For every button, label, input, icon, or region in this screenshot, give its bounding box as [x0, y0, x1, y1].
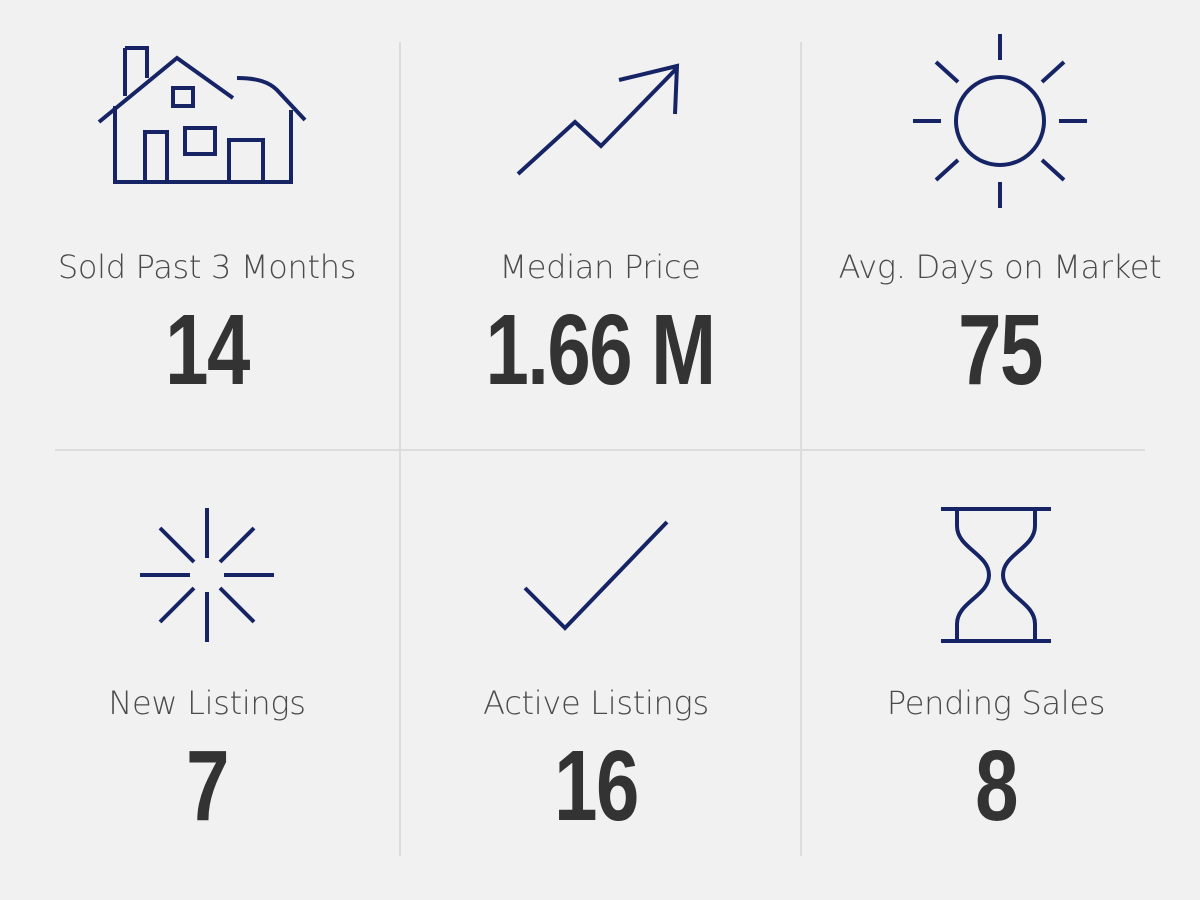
- sun-icon: [913, 34, 1087, 208]
- stat-card-pending-sales: Pending Sales 8: [796, 450, 1196, 900]
- stat-label: New Listings: [108, 684, 306, 722]
- hourglass-icon: [941, 507, 1051, 643]
- stat-value: 1.66 M: [485, 294, 716, 406]
- stat-value: 16: [554, 730, 639, 842]
- stat-label: Avg. Days on Market: [838, 248, 1162, 286]
- stat-label: Median Price: [499, 248, 701, 286]
- horizontal-divider: [55, 449, 1145, 451]
- stat-value: 8: [975, 730, 1018, 842]
- stat-card-days-on-market: Avg. Days on Market 75: [800, 0, 1200, 450]
- stat-card-median-price: Median Price 1.66 M: [400, 0, 800, 450]
- checkmark-icon: [523, 520, 669, 631]
- stat-card-new-listings: New Listings 7: [7, 450, 407, 900]
- stat-value: 75: [958, 294, 1043, 406]
- stat-card-sold: Sold Past 3 Months 14: [7, 0, 407, 450]
- stat-label: Sold Past 3 Months: [57, 248, 357, 286]
- stat-card-active-listings: Active Listings 16: [396, 450, 796, 900]
- sparkle-burst-icon: [140, 508, 274, 642]
- house-icon: [97, 46, 307, 184]
- stat-label: Pending Sales: [886, 684, 1106, 722]
- stat-value: 7: [186, 730, 229, 842]
- trend-up-arrow-icon: [516, 63, 680, 176]
- stat-label: Active Listings: [483, 684, 709, 722]
- stat-value: 14: [165, 294, 250, 406]
